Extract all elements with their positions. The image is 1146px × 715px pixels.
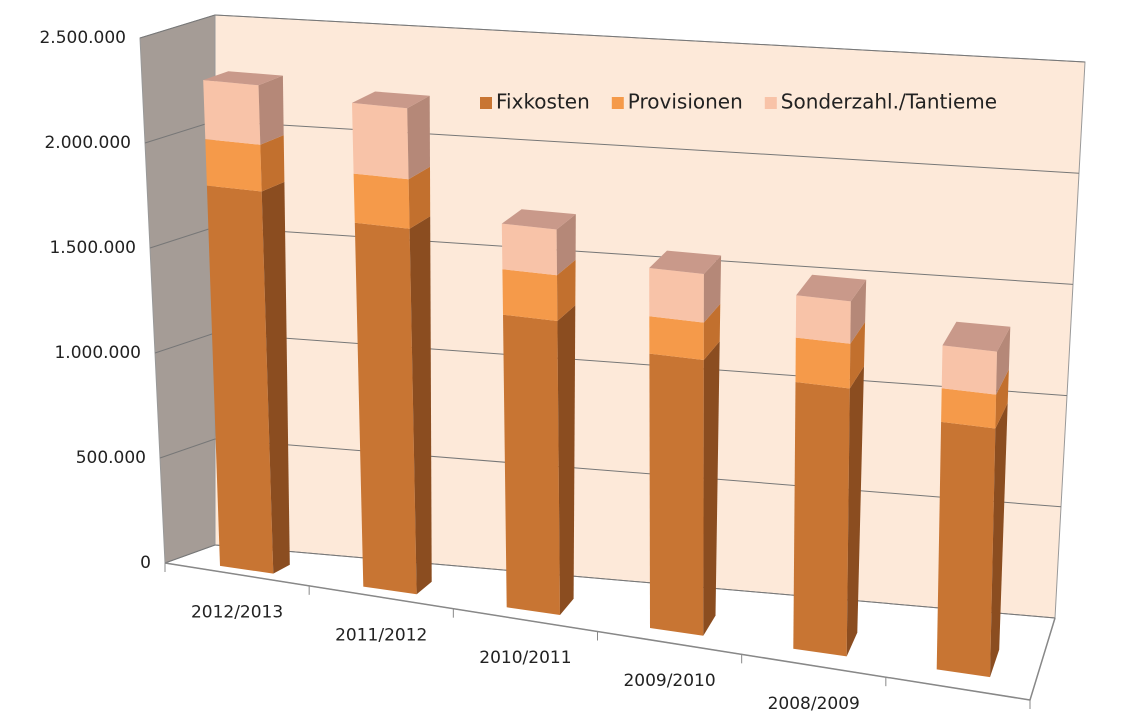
bar-segment [649,268,704,323]
legend-label: Fixkosten [496,90,590,114]
legend: Fixkosten Provisionen Sonderzahl./Tantieme [480,90,997,114]
y-tick-label: 1.000.000 [54,343,141,363]
grid-line [214,14,1086,63]
bar-side [258,75,284,145]
y-tick-label: 2.000.000 [44,133,131,153]
bar-side [409,216,432,595]
grid-line [214,544,1056,619]
x-tick-label: 2011/2012 [335,625,427,645]
x-tick-label: 2012/2013 [191,602,283,622]
bar-side [995,369,1009,429]
grid-line [154,332,216,354]
bar-side [849,322,866,389]
bar-side [260,135,285,192]
bar-segment [649,316,704,360]
y-tick-label: 1.500.000 [49,238,136,258]
bar-top [203,71,283,86]
bar-side [703,303,721,360]
bar-top [649,250,722,274]
y-tick-label: 0 [140,553,151,573]
axes: 0 500.000 1.000.000 1.500.000 2.000.000 2.500… [39,28,1056,714]
x-tick-label: 2010/2011 [479,648,571,668]
legend-swatch [764,97,777,109]
bar-segment [793,382,850,657]
bar-side [407,95,430,180]
bar-segment [501,223,557,276]
grid-line [159,438,216,459]
x-tick-label: 2009/2010 [623,671,715,691]
legend-swatch [480,97,492,109]
bar-top [501,209,576,230]
bar-segment [354,222,417,595]
bar-segment [649,353,704,636]
bar-top [352,91,430,109]
left-wall [139,14,216,564]
bar-segment [936,421,996,678]
bar-side [703,255,722,323]
bar-segment [795,337,851,389]
x-tick-label: 2008/2009 [768,694,860,714]
bar-segment [941,388,997,429]
bar-segment [795,295,851,344]
bars [203,71,1011,678]
bar-side [996,326,1011,395]
y-tick-label: 2.500.000 [39,28,126,48]
bar-segment [203,80,261,145]
grid-line [164,544,216,564]
grid-line [149,226,216,249]
bar-segment [502,269,558,321]
bar-segment [353,173,410,229]
bar-side [990,403,1008,678]
bar-segment [206,185,274,574]
bar-segment [205,139,262,192]
grid-line [139,14,216,39]
legend-label: Provisionen [628,90,743,114]
bar-segment [941,345,997,395]
bar-side [850,279,867,344]
bar-side [846,366,864,657]
bar-side [557,305,576,615]
bar-side [408,166,431,229]
bar-segment [352,102,409,180]
legend-swatch [611,97,624,109]
grid-line [214,438,1062,508]
bar-top [942,321,1011,352]
grid-line [144,120,216,144]
bar-side [556,214,576,276]
bar-top [796,274,867,302]
bar-side [703,341,720,636]
bar-side [261,181,290,574]
bar-side [557,259,576,321]
bar-segment [503,314,560,615]
legend-label: Sonderzahl./Tantieme [781,90,997,114]
grid-line [214,332,1068,397]
y-tick-label: 500.000 [76,448,146,468]
